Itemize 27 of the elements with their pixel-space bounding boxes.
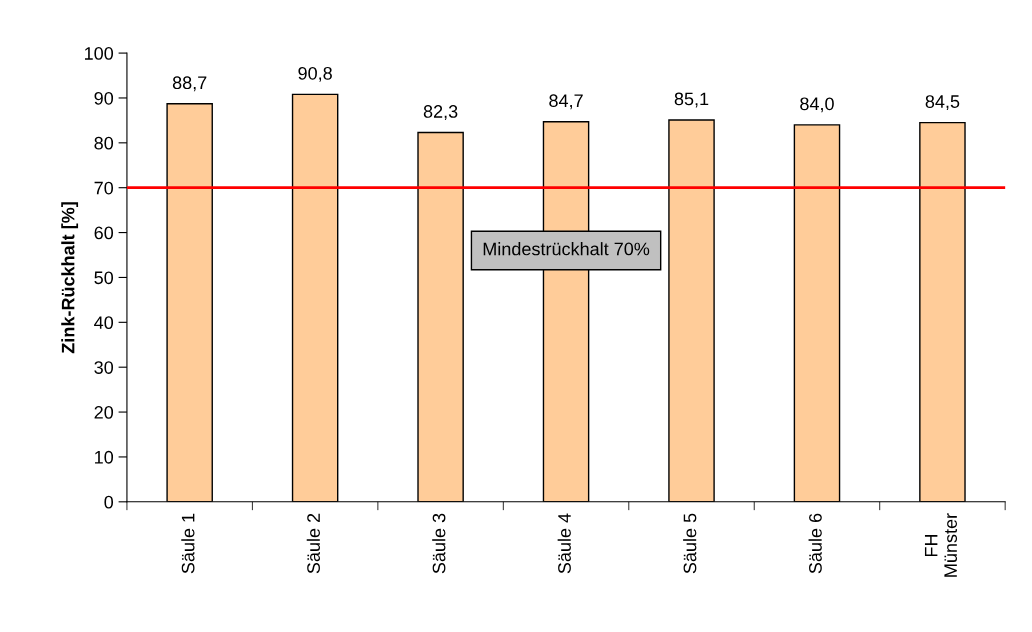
y-tick-label: 70 <box>94 181 114 195</box>
y-tick-label: 50 <box>94 271 114 285</box>
x-tick-label: Säule 1 <box>181 513 195 574</box>
y-tick-label: 80 <box>94 136 114 150</box>
data-label: 82,3 <box>423 105 458 120</box>
y-tick-label: 100 <box>85 47 114 60</box>
y-tick-label: 90 <box>94 91 114 105</box>
x-tick-label: Säule 3 <box>432 513 446 574</box>
x-tick-label: Säule 6 <box>808 513 822 574</box>
data-label: 84,7 <box>549 94 583 110</box>
x-tick-label: Säule 2 <box>306 513 320 574</box>
x-tick-label: FH Münster <box>924 513 958 577</box>
annotation: Mindestrückhalt 70% <box>483 242 650 256</box>
y-tick-label: 40 <box>94 316 114 330</box>
x-tick-label: Säule 4 <box>557 513 571 574</box>
data-label: 84,5 <box>925 95 960 111</box>
y-tick-label: 20 <box>94 406 114 419</box>
y-tick-label: 10 <box>95 450 114 464</box>
data-label: 84,0 <box>800 97 834 113</box>
data-label: 85,1 <box>674 92 709 108</box>
y-tick-label: 0 <box>104 495 114 509</box>
data-label: 88,7 <box>172 76 207 92</box>
y-tick-label: 60 <box>94 226 114 240</box>
x-tick-label: Säule 5 <box>683 513 697 574</box>
data-label: 90,8 <box>298 66 332 82</box>
y-axis-title: Zink-Rückhalt [%] <box>61 202 79 354</box>
y-tick-label: 30 <box>94 361 114 374</box>
